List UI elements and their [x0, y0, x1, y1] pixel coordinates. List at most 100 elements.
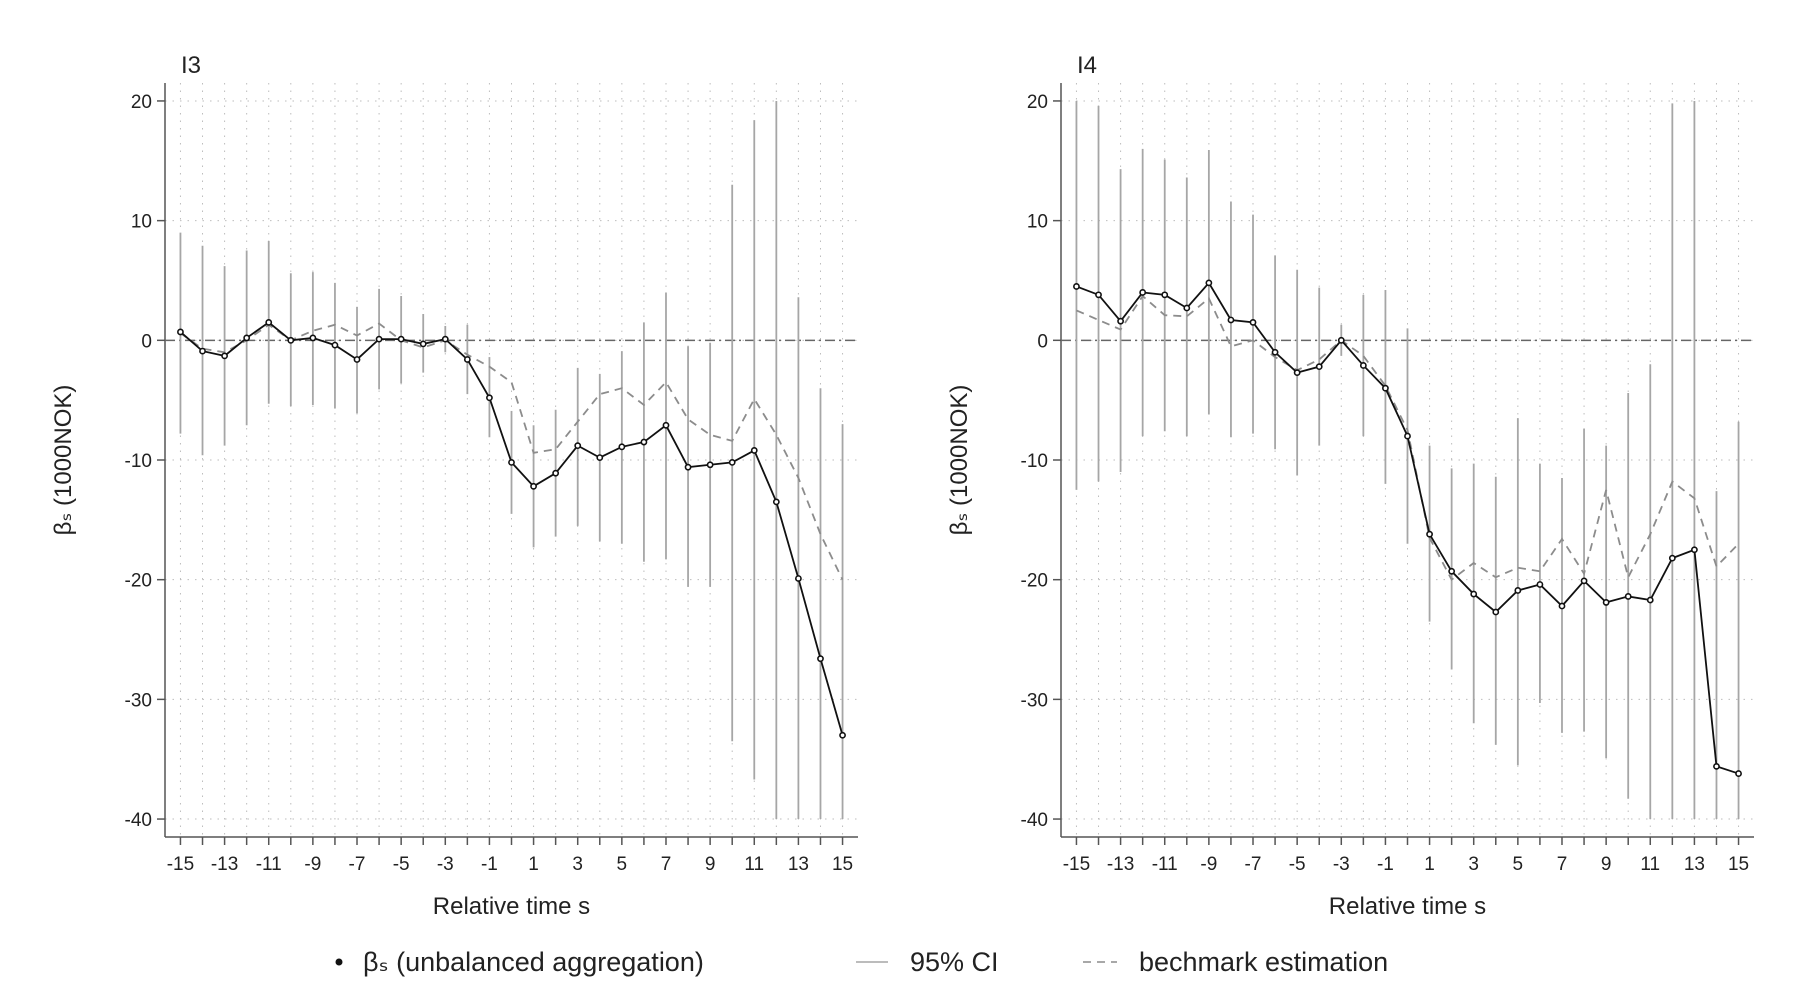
beta-point — [353, 356, 361, 363]
beta-point — [486, 394, 493, 402]
y-tick-label: 10 — [1027, 212, 1048, 233]
y-tick-label: -10 — [125, 451, 152, 472]
beta-point — [1249, 318, 1257, 326]
legend-beta-label: βₛ (unbalanced aggregation) — [363, 947, 704, 977]
x-tick-label: -9 — [1200, 854, 1217, 875]
x-tick-label: -1 — [481, 854, 498, 875]
x-axis-title: Relative time s — [1329, 893, 1486, 920]
x-tick-label: 9 — [1601, 854, 1612, 875]
beta-point — [1580, 577, 1588, 585]
beta-point — [1691, 546, 1698, 554]
beta-point — [1205, 279, 1213, 287]
beta-point — [375, 335, 383, 343]
y-tick-label: 20 — [1027, 92, 1048, 113]
beta-point — [1183, 304, 1191, 312]
x-tick-label: -13 — [1107, 854, 1134, 875]
beta-point — [309, 334, 317, 342]
x-tick-label: 11 — [744, 854, 764, 875]
x-tick-label: 1 — [528, 854, 539, 875]
x-tick-label: -7 — [349, 854, 366, 875]
beta-point — [243, 334, 251, 342]
beta-point — [1117, 317, 1124, 325]
legend-benchmark-label: bechmark estimation — [1139, 947, 1388, 977]
y-tick-label: -20 — [1021, 571, 1048, 592]
beta-point — [419, 340, 427, 348]
beta-point — [1470, 590, 1478, 598]
x-tick-label: -5 — [393, 854, 410, 875]
x-tick-label: -3 — [437, 854, 454, 875]
panel-title: I4 — [1077, 52, 1097, 79]
beta-point — [1668, 554, 1676, 562]
beta-point — [640, 438, 648, 446]
beta-point — [1646, 596, 1654, 604]
x-tick-label: -9 — [304, 854, 321, 875]
x-tick-label: -15 — [1063, 854, 1090, 875]
x-tick-label: 9 — [705, 854, 716, 875]
beta-point — [750, 447, 758, 454]
y-tick-label: -10 — [1021, 451, 1048, 472]
beta-point — [177, 328, 184, 336]
x-tick-label: -3 — [1333, 854, 1350, 875]
beta-point — [1448, 567, 1456, 575]
beta-point — [1161, 291, 1169, 299]
y-tick-label: -30 — [125, 690, 152, 711]
y-tick-label: -40 — [125, 810, 152, 831]
beta-point — [1735, 770, 1742, 777]
beta-point — [662, 421, 670, 429]
y-tick-label: 0 — [141, 331, 152, 352]
y-axis-title: βₛ (1000NOK) — [946, 385, 973, 536]
x-tick-label: 15 — [832, 854, 853, 875]
panel-title: I3 — [181, 52, 201, 79]
beta-point — [1315, 363, 1323, 371]
beta-point — [1139, 289, 1147, 296]
beta-point — [574, 442, 582, 450]
beta-point — [1073, 283, 1080, 290]
x-tick-label: 5 — [617, 854, 628, 875]
y-tick-label: 20 — [131, 92, 152, 113]
beta-point — [1536, 581, 1544, 588]
beta-point — [287, 336, 295, 344]
beta-point — [1095, 291, 1102, 299]
y-axis-title: βₛ (1000NOK) — [50, 385, 77, 536]
x-tick-label: -5 — [1289, 854, 1306, 875]
beta-point — [221, 352, 228, 360]
x-axis-title: Relative time s — [433, 893, 590, 920]
x-tick-label: 7 — [661, 854, 672, 875]
beta-point — [397, 335, 405, 343]
x-tick-label: 1 — [1424, 854, 1435, 875]
x-tick-label: -1 — [1377, 854, 1394, 875]
beta-point — [1514, 587, 1522, 594]
x-tick-label: 15 — [1728, 854, 1749, 875]
x-tick-label: 3 — [1468, 854, 1479, 875]
beta-point — [1227, 316, 1235, 324]
beta-point — [199, 347, 206, 355]
beta-point — [728, 458, 736, 466]
x-tick-label: -13 — [211, 854, 238, 875]
x-tick-label: 13 — [788, 854, 809, 875]
beta-point — [1492, 608, 1500, 616]
beta-point — [1271, 348, 1279, 356]
beta-point — [1359, 362, 1367, 369]
beta-point — [618, 443, 626, 451]
beta-point — [1337, 336, 1345, 344]
legend-beta-marker — [335, 958, 343, 966]
beta-point — [441, 335, 449, 343]
y-tick-label: -20 — [125, 571, 152, 592]
x-tick-label: -11 — [256, 854, 282, 875]
y-tick-label: -30 — [1021, 690, 1048, 711]
x-tick-label: -7 — [1245, 854, 1262, 875]
beta-point — [817, 655, 824, 663]
benchmark-line — [1076, 294, 1740, 582]
beta-point — [1382, 384, 1389, 392]
beta-point — [508, 458, 515, 466]
beta-point — [596, 454, 604, 462]
beta-point — [552, 469, 560, 477]
beta-point — [772, 498, 780, 506]
beta-point — [463, 356, 471, 363]
beta-point — [1624, 593, 1632, 600]
x-tick-label: -11 — [1152, 854, 1178, 875]
beta-point — [1426, 530, 1433, 538]
